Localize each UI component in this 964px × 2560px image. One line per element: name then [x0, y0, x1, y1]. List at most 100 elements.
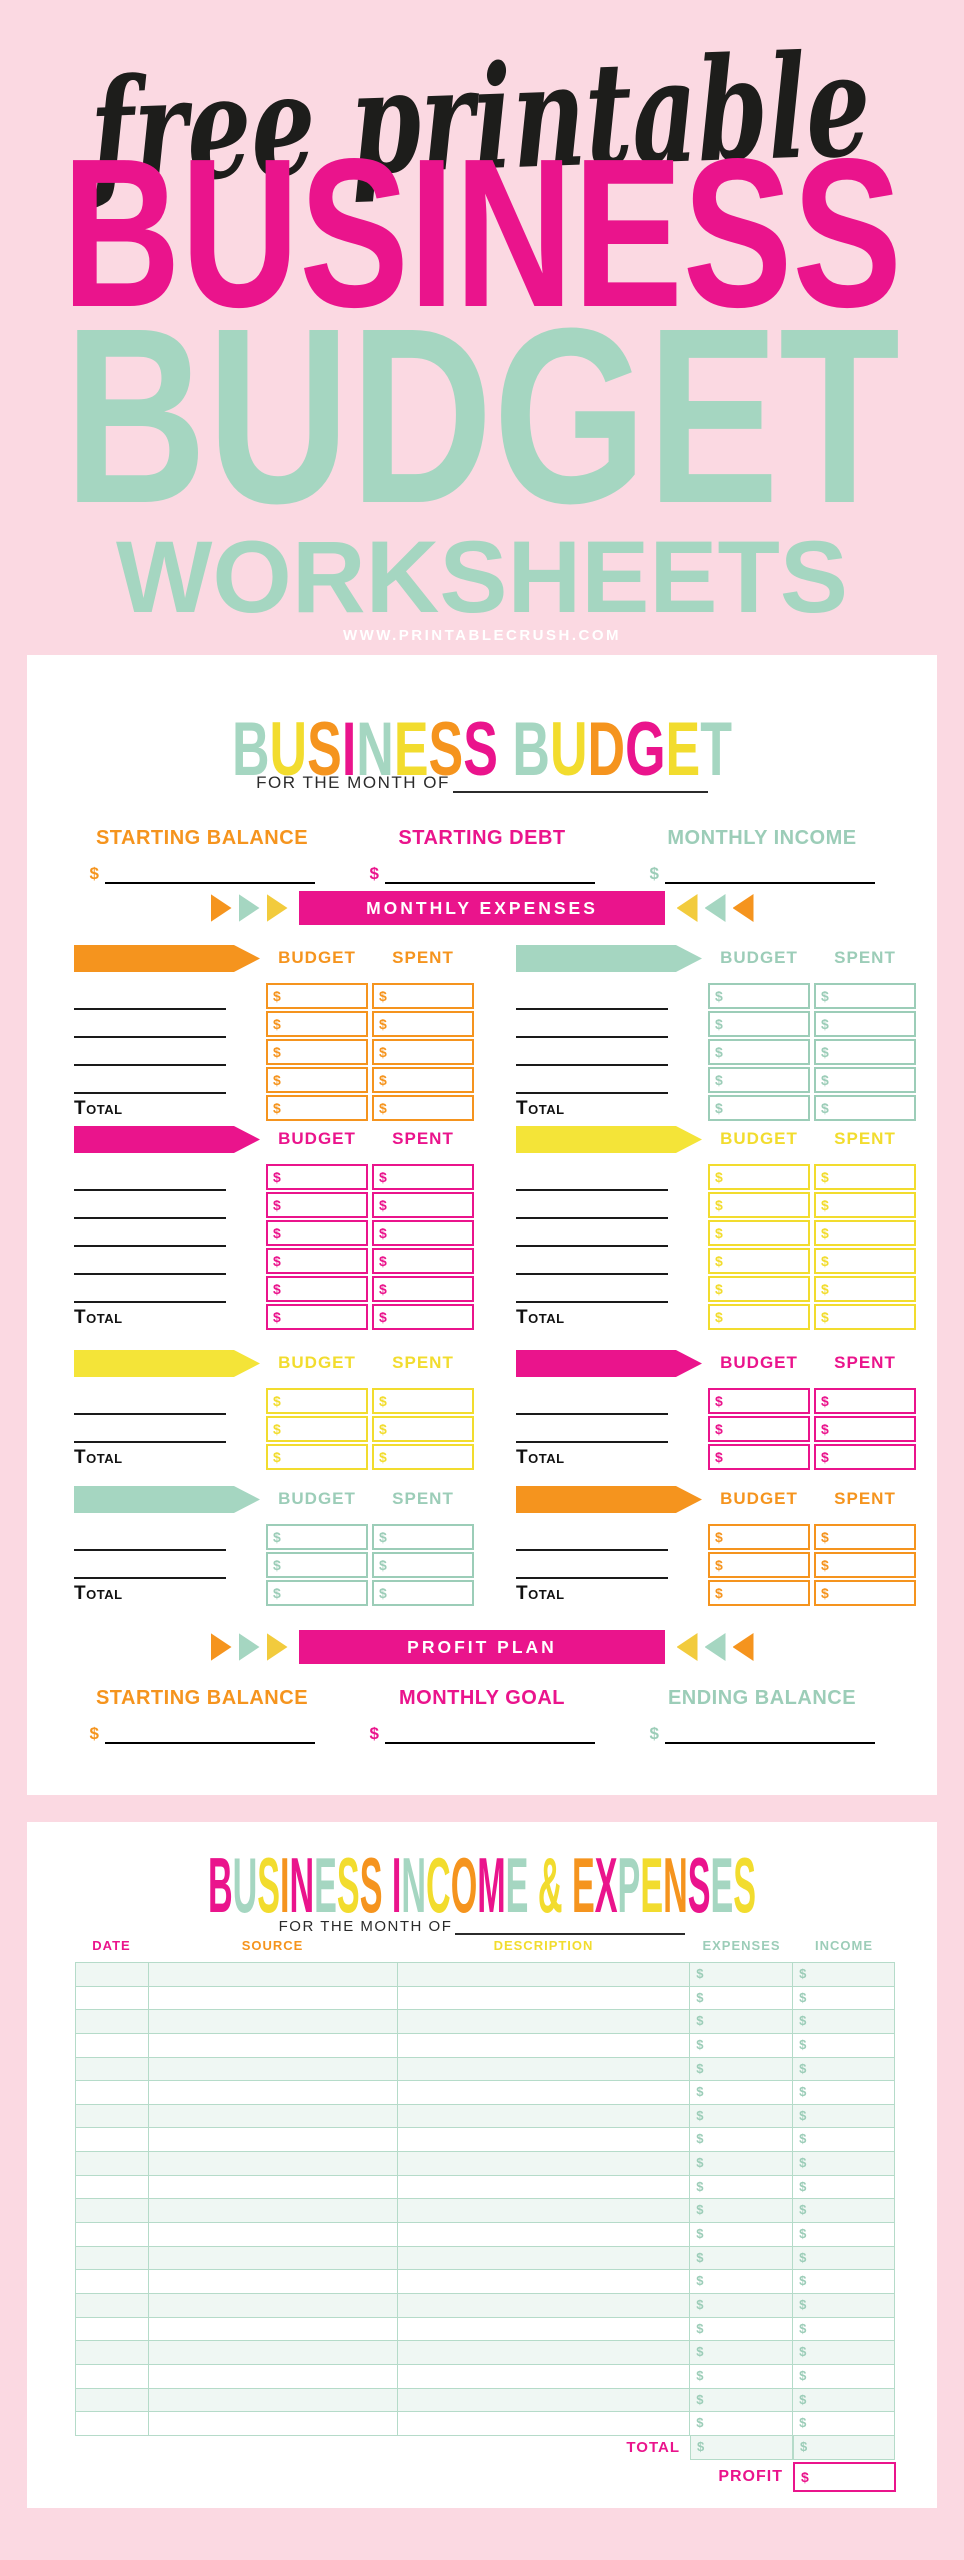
cell-date[interactable]	[76, 2033, 149, 2058]
item-name-line[interactable]	[516, 1273, 668, 1275]
spent-amount-box[interactable]: $	[372, 1220, 474, 1246]
budget-amount-box[interactable]: $	[266, 1067, 368, 1093]
cell-expenses[interactable]: $	[690, 2223, 794, 2247]
cell-expenses[interactable]: $	[690, 2270, 794, 2294]
spent-amount-box[interactable]: $	[372, 1011, 474, 1037]
amount-input-line[interactable]	[664, 1724, 875, 1744]
item-name-line[interactable]	[74, 1189, 226, 1191]
cell-income[interactable]: $	[793, 2364, 895, 2389]
cell-expenses[interactable]: $	[690, 2128, 794, 2153]
cell-income[interactable]: $	[793, 2317, 895, 2342]
cell-income[interactable]: $	[793, 2010, 895, 2034]
spent-amount-box[interactable]: $	[814, 983, 916, 1009]
cell-description[interactable]	[397, 2412, 691, 2436]
cell-description[interactable]	[397, 2128, 691, 2153]
item-name-line[interactable]	[74, 1092, 226, 1094]
item-name-line[interactable]	[74, 1577, 226, 1579]
cell-expenses[interactable]: $	[690, 2152, 794, 2176]
spent-amount-box[interactable]: $	[372, 1552, 474, 1578]
spent-amount-box[interactable]: $	[814, 1580, 916, 1606]
item-name-line[interactable]	[516, 1413, 668, 1415]
cell-income[interactable]: $	[793, 2033, 895, 2058]
cell-source[interactable]	[148, 2057, 398, 2082]
cell-description[interactable]	[397, 2388, 691, 2413]
cell-source[interactable]	[148, 2223, 398, 2247]
cell-expenses[interactable]: $	[690, 2317, 794, 2342]
amount-input-line[interactable]	[104, 864, 315, 884]
cell-date[interactable]	[76, 2223, 149, 2247]
spent-amount-box[interactable]: $	[814, 1276, 916, 1302]
spent-amount-box[interactable]: $	[372, 1388, 474, 1414]
cell-expenses[interactable]: $	[690, 1986, 794, 2011]
budget-amount-box[interactable]: $	[708, 1067, 810, 1093]
budget-amount-box[interactable]: $	[266, 1580, 368, 1606]
cell-date[interactable]	[76, 2317, 149, 2342]
cell-income[interactable]: $	[793, 2388, 895, 2413]
cell-date[interactable]	[76, 2175, 149, 2200]
item-name-line[interactable]	[74, 1273, 226, 1275]
item-name-line[interactable]	[516, 1301, 668, 1303]
spent-amount-box[interactable]: $	[814, 1552, 916, 1578]
spent-amount-box[interactable]: $	[372, 1095, 474, 1121]
cell-expenses[interactable]: $	[690, 2010, 794, 2034]
spent-amount-box[interactable]: $	[372, 1067, 474, 1093]
item-name-line[interactable]	[74, 1217, 226, 1219]
cell-income[interactable]: $	[793, 2293, 895, 2318]
spent-amount-box[interactable]: $	[814, 1192, 916, 1218]
cell-income[interactable]: $	[793, 2057, 895, 2082]
cell-description[interactable]	[397, 2270, 691, 2294]
budget-amount-box[interactable]: $	[266, 1248, 368, 1274]
budget-amount-box[interactable]: $	[708, 1011, 810, 1037]
cell-description[interactable]	[397, 2199, 691, 2224]
spent-amount-box[interactable]: $	[372, 1304, 474, 1330]
cell-date[interactable]	[76, 1986, 149, 2011]
cell-source[interactable]	[148, 2033, 398, 2058]
spent-amount-box[interactable]: $	[372, 1192, 474, 1218]
cell-description[interactable]	[397, 2293, 691, 2318]
cell-income[interactable]: $	[793, 2081, 895, 2105]
cell-date[interactable]	[76, 2010, 149, 2034]
cell-income[interactable]: $	[793, 2270, 895, 2294]
cell-source[interactable]	[148, 2364, 398, 2389]
cell-expenses[interactable]: $	[690, 2293, 794, 2318]
budget-amount-box[interactable]: $	[708, 1220, 810, 1246]
cell-description[interactable]	[397, 2081, 691, 2105]
budget-amount-box[interactable]: $	[708, 1304, 810, 1330]
cell-source[interactable]	[148, 2175, 398, 2200]
item-name-line[interactable]	[74, 1549, 226, 1551]
total-income-cell[interactable]: $	[793, 2435, 895, 2460]
budget-amount-box[interactable]: $	[266, 1220, 368, 1246]
spent-amount-box[interactable]: $	[814, 1039, 916, 1065]
budget-amount-box[interactable]: $	[266, 1388, 368, 1414]
cell-source[interactable]	[148, 2317, 398, 2342]
cell-income[interactable]: $	[793, 2199, 895, 2224]
amount-input-line[interactable]	[104, 1724, 315, 1744]
cell-description[interactable]	[397, 2104, 691, 2129]
spent-amount-box[interactable]: $	[372, 1580, 474, 1606]
cell-description[interactable]	[397, 1963, 691, 1987]
cell-description[interactable]	[397, 2033, 691, 2058]
item-name-line[interactable]	[516, 1577, 668, 1579]
cell-expenses[interactable]: $	[690, 2199, 794, 2224]
cell-source[interactable]	[148, 2412, 398, 2436]
budget-amount-box[interactable]: $	[708, 1388, 810, 1414]
cell-expenses[interactable]: $	[690, 2364, 794, 2389]
month-input-line[interactable]	[455, 1918, 686, 1935]
cell-source[interactable]	[148, 2388, 398, 2413]
amount-input-line[interactable]	[384, 1724, 595, 1744]
budget-amount-box[interactable]: $	[708, 1580, 810, 1606]
spent-amount-box[interactable]: $	[814, 1416, 916, 1442]
budget-amount-box[interactable]: $	[708, 1164, 810, 1190]
cell-description[interactable]	[397, 2317, 691, 2342]
cell-source[interactable]	[148, 2199, 398, 2224]
spent-amount-box[interactable]: $	[814, 1304, 916, 1330]
spent-amount-box[interactable]: $	[372, 983, 474, 1009]
cell-expenses[interactable]: $	[690, 2388, 794, 2413]
cell-date[interactable]	[76, 2293, 149, 2318]
cell-income[interactable]: $	[793, 2128, 895, 2153]
cell-income[interactable]: $	[793, 2246, 895, 2271]
cell-income[interactable]: $	[793, 2104, 895, 2129]
spent-amount-box[interactable]: $	[814, 1220, 916, 1246]
item-name-line[interactable]	[516, 1549, 668, 1551]
spent-amount-box[interactable]: $	[814, 1444, 916, 1470]
